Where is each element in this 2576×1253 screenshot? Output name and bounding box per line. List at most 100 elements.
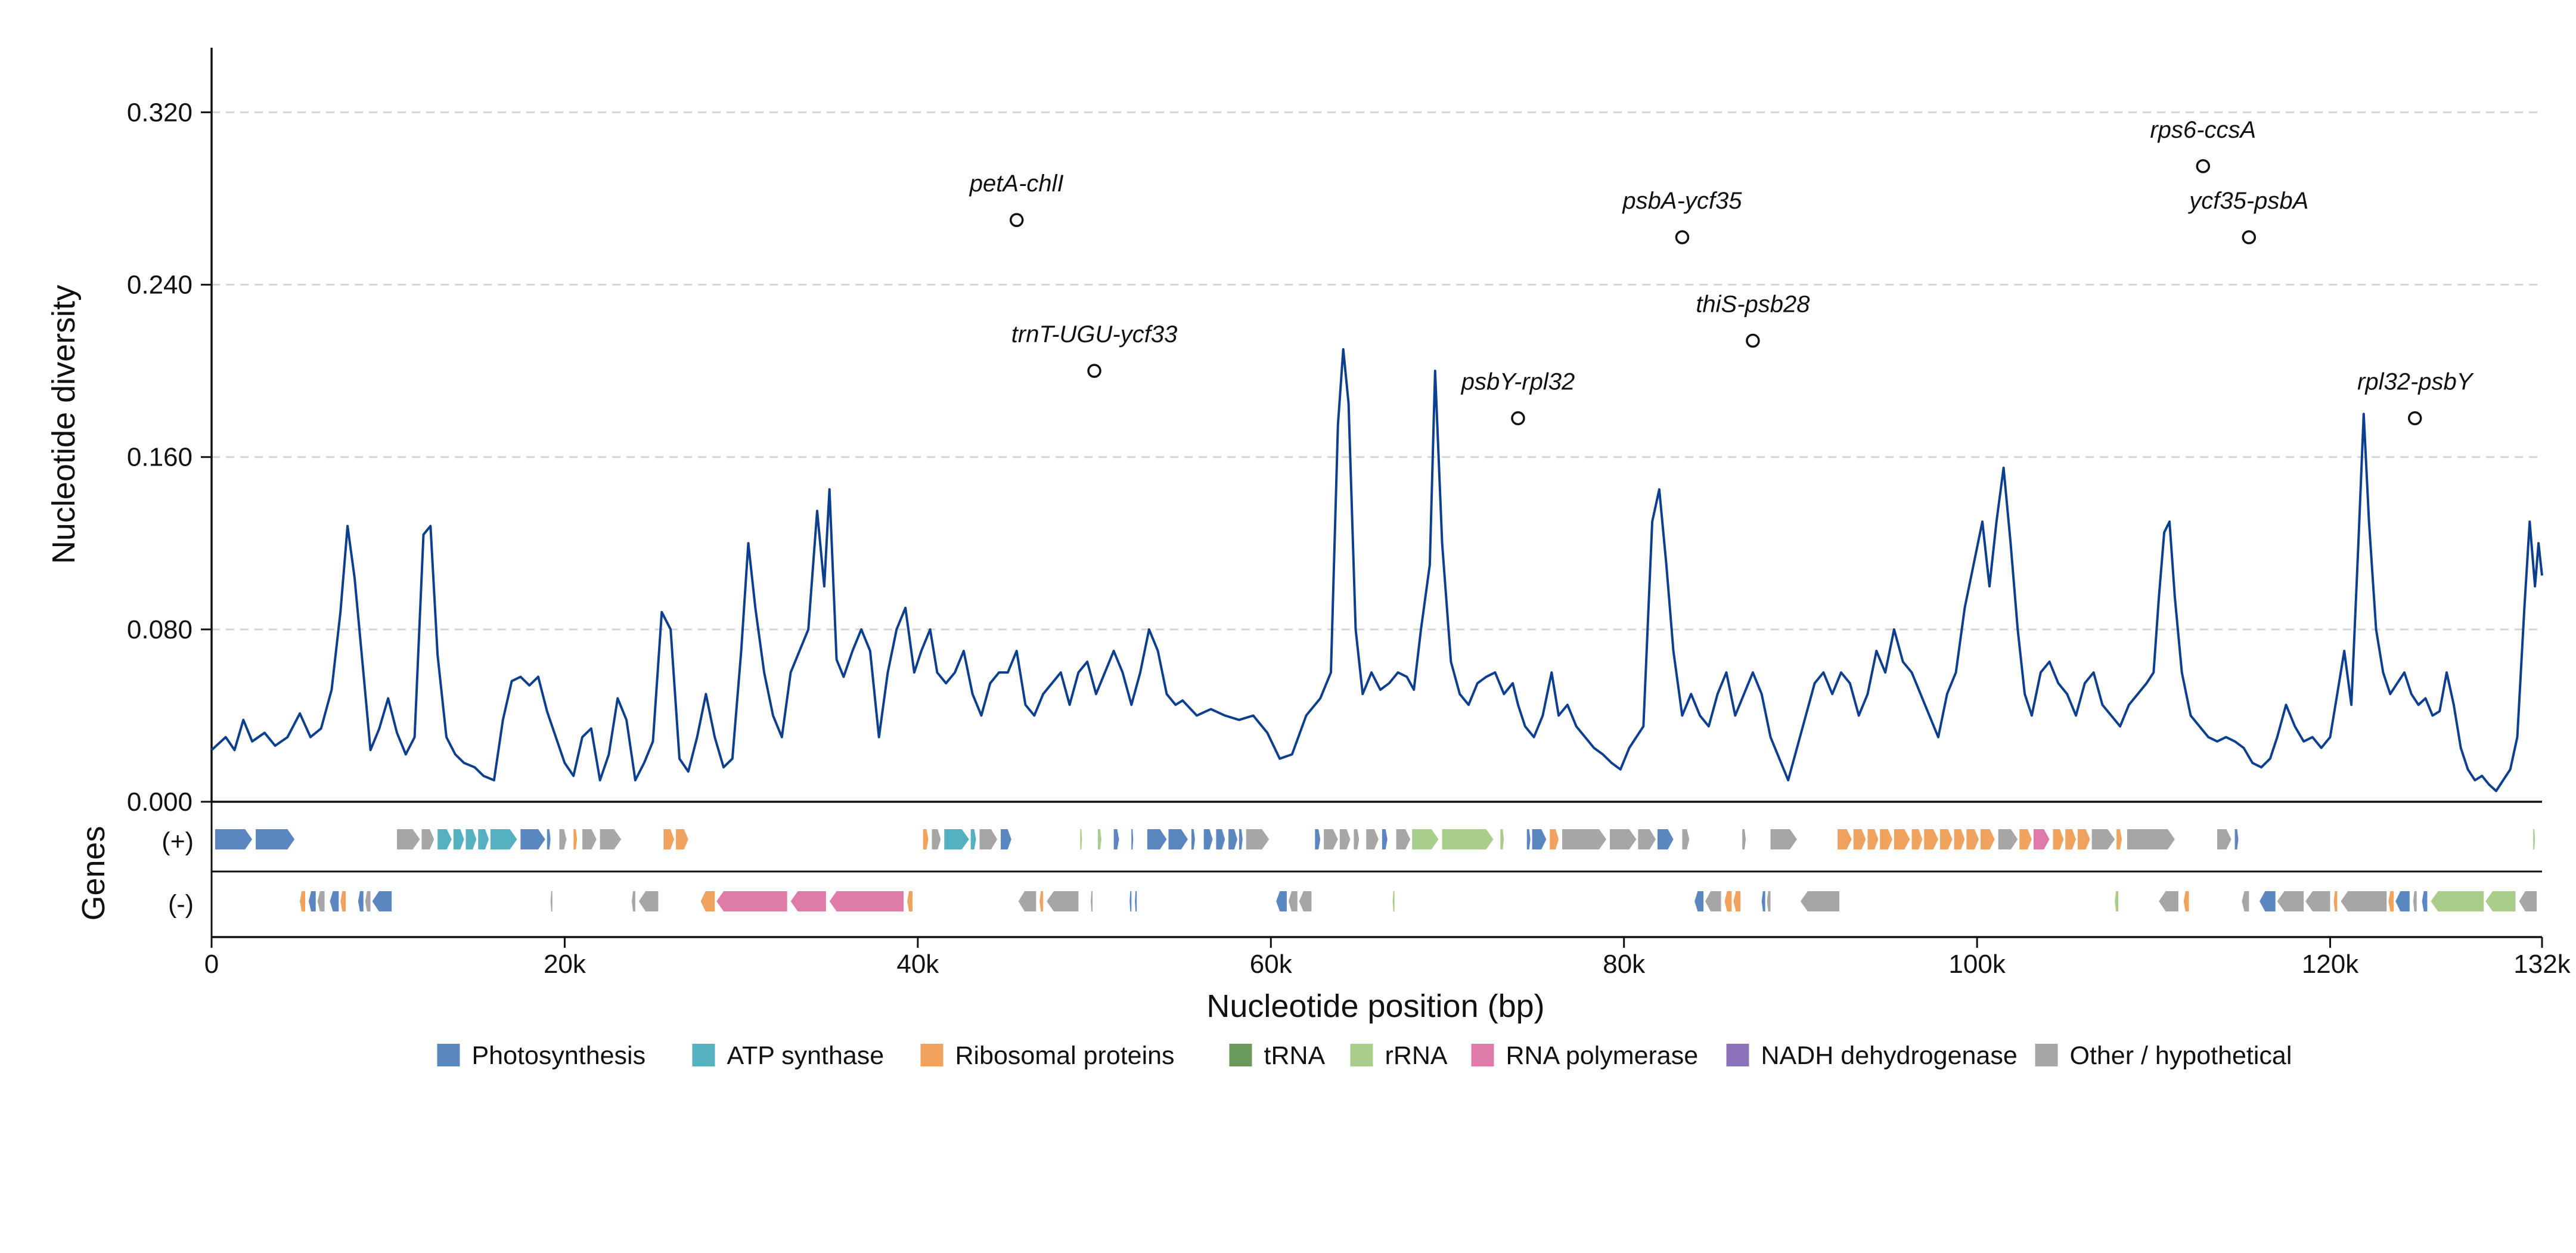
gene-plus-strand: [1966, 829, 1979, 849]
gene-minus-strand: [716, 891, 787, 911]
legend-swatch: [1229, 1044, 1252, 1066]
gene-plus-strand: [559, 829, 567, 849]
gene-plus-strand: [1339, 829, 1351, 849]
gene-minus-strand: [2260, 891, 2276, 911]
peak-label: psbA-ycf35: [1622, 188, 1742, 214]
gene-plus-strand: [1526, 829, 1531, 849]
gene-minus-strand: [1135, 891, 1137, 911]
legend-label: rRNA: [1385, 1041, 1448, 1070]
peak-label: petA-chlI: [969, 170, 1064, 197]
gene-plus-strand: [1838, 829, 1852, 849]
gene-plus-strand: [1396, 829, 1411, 849]
gene-plus-strand: [1366, 829, 1379, 849]
gene-minus-strand: [2485, 891, 2516, 911]
gene-minus-strand: [2422, 891, 2428, 911]
gene-plus-strand: [970, 829, 976, 849]
gene-minus-strand: [2242, 891, 2249, 911]
x-tick-label: 120k: [2302, 950, 2359, 979]
gene-plus-strand: [1442, 829, 1494, 849]
legend-swatch: [437, 1044, 460, 1066]
gene-plus-strand: [1954, 829, 1965, 849]
gene-minus-strand: [372, 891, 392, 911]
gene-plus-strand: [1742, 829, 1746, 849]
gene-plus-strand: [1168, 829, 1188, 849]
gene-minus-strand: [638, 891, 659, 911]
gene-minus-strand: [829, 891, 904, 911]
gene-plus-strand: [1981, 829, 1995, 849]
gene-minus-strand: [1091, 891, 1093, 911]
gene-plus-strand: [1113, 829, 1119, 849]
gene-plus-strand: [1682, 829, 1690, 849]
legend-label: RNA polymerase: [1506, 1041, 1699, 1070]
gene-plus-strand: [2065, 829, 2076, 849]
gene-plus-strand: [1239, 829, 1243, 849]
gene-minus-strand: [1276, 891, 1287, 911]
gene-minus-strand: [2305, 891, 2330, 911]
grid-lines: [212, 111, 2542, 631]
peak-marker: [1511, 411, 1525, 426]
x-tick-label: 20k: [544, 950, 586, 979]
peak-label: trnT-UGU-ycf33: [1011, 321, 1178, 348]
gene-plus-strand: [1998, 829, 2018, 849]
diversity-line-layer: [210, 348, 2543, 792]
gene-plus-strand: [1500, 829, 1504, 849]
gene-plus-strand: [932, 829, 941, 849]
legend-label: Other / hypothetical: [2070, 1041, 2292, 1070]
gene-minus-strand: [907, 891, 913, 911]
gene-plus-strand: [1412, 829, 1439, 849]
gene-plus-strand: [421, 829, 434, 849]
gene-plus-strand: [1354, 829, 1360, 849]
gene-minus-strand: [2277, 891, 2304, 911]
gene-minus-strand: [2413, 891, 2417, 911]
gene-minus-strand: [340, 891, 346, 911]
gene-plus-strand: [2116, 829, 2122, 849]
peak-marker: [2196, 159, 2211, 173]
legend-swatch: [2035, 1044, 2058, 1066]
strand-minus-label: (-): [168, 890, 194, 919]
peak-marker: [1746, 333, 1760, 348]
gene-plus-strand: [1610, 829, 1637, 849]
peak-label: psbY-rpl32: [1461, 369, 1575, 395]
gene-plus-strand: [1216, 829, 1225, 849]
gene-plus-strand: [1228, 829, 1237, 849]
peak-marker: [1009, 213, 1024, 227]
gene-plus-strand: [547, 829, 551, 849]
gene-plus-strand: [1867, 829, 1879, 849]
gene-plus-strand: [676, 829, 688, 849]
gene-minus-strand: [1129, 891, 1132, 911]
legend-label: ATP synthase: [727, 1041, 884, 1070]
gene-plus-strand: [2127, 829, 2175, 849]
peak-marker: [1087, 364, 1101, 378]
gene-plus-strand: [979, 829, 998, 849]
gene-plus-strand: [1924, 829, 1938, 849]
legend-label: Photosynthesis: [472, 1041, 646, 1070]
gene-plus-strand: [1191, 829, 1195, 849]
gene-plus-strand: [582, 829, 597, 849]
gene-plus-strand: [397, 829, 420, 849]
x-tick-label: 40k: [896, 950, 939, 979]
gene-minus-strand: [2115, 891, 2119, 911]
axes: 0.000 0.080 0.160 0.240 0.320 0 20k 40k 60k 80k 10…: [127, 48, 2571, 979]
gene-minus-strand: [550, 891, 553, 911]
legend: Photosynthesis ATP synthase Ribosomal prot…: [437, 1041, 2292, 1070]
gene-plus-strand: [1097, 829, 1101, 849]
y-tick-label: 0.080: [127, 615, 193, 644]
gene-plus-strand: [663, 829, 675, 849]
y-tick-label: 0.240: [127, 271, 193, 300]
gene-minus-strand: [308, 891, 316, 911]
gene-minus-strand: [1705, 891, 1721, 911]
y-tick-label: 0.160: [127, 443, 193, 472]
gene-plus-strand: [1080, 829, 1082, 849]
gene-plus-strand: [1638, 829, 1656, 849]
gene-minus-strand: [2519, 891, 2537, 911]
gene-plus-strand: [2234, 829, 2239, 849]
gene-plus-strand: [453, 829, 464, 849]
gene-minus-strand: [1694, 891, 1703, 911]
gene-minus-strand: [631, 891, 635, 911]
peak-marker: [1675, 230, 1690, 244]
legend-swatch: [1350, 1044, 1373, 1066]
gene-plus-strand: [256, 829, 295, 849]
peak-label: ycf35-psbA: [2187, 188, 2308, 214]
gene-minus-strand: [2388, 891, 2394, 911]
gene-plus-strand: [465, 829, 477, 849]
